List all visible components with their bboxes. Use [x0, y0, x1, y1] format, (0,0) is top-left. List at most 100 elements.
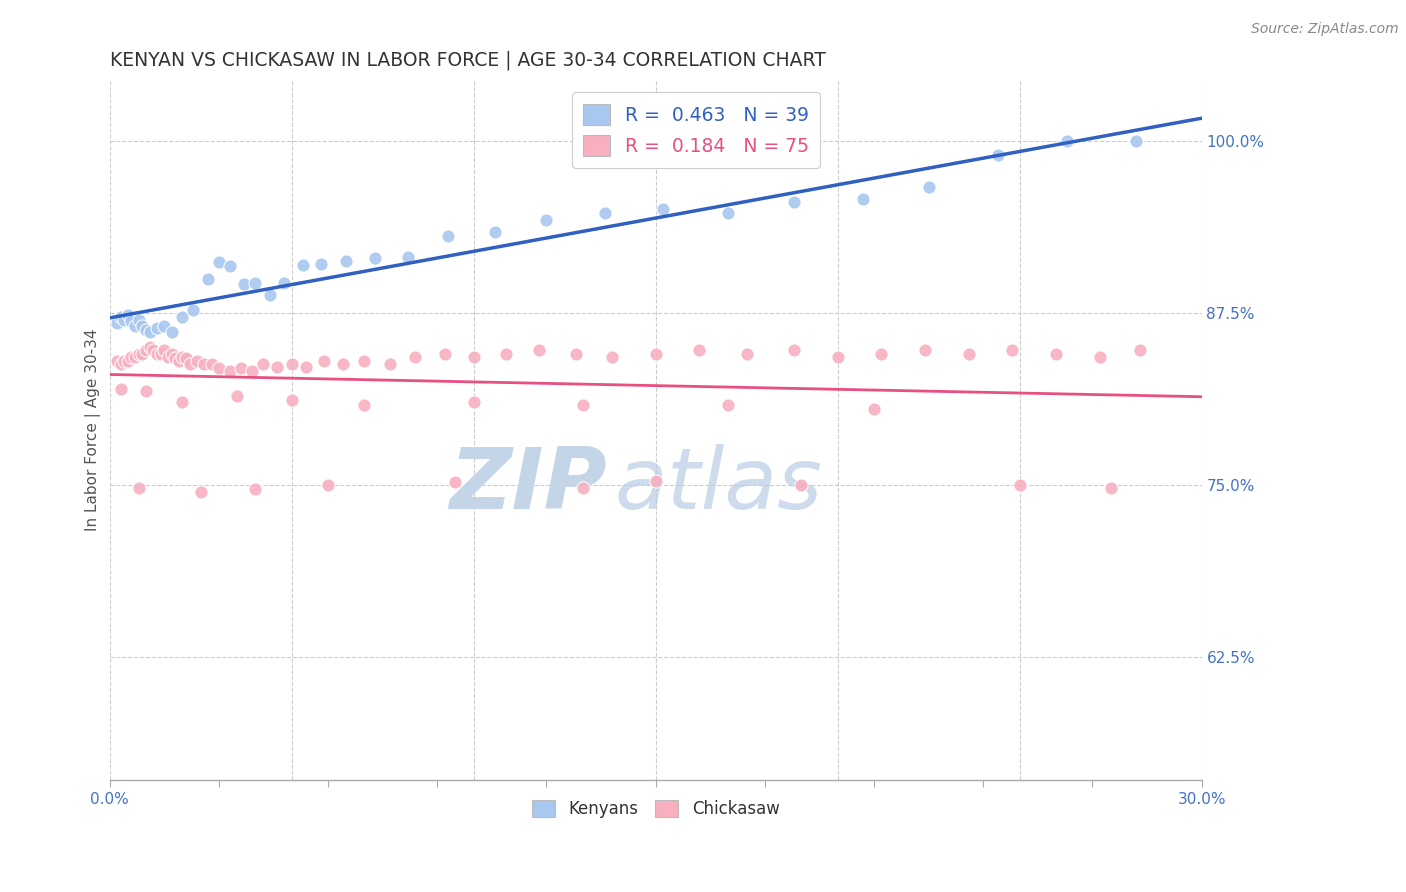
Point [138, 341, 160, 355]
Point [160, 347, 183, 361]
Text: atlas: atlas [614, 444, 823, 527]
Point [463, 350, 485, 364]
Point [208, 361, 231, 376]
Point [218, 260, 240, 274]
Point [183, 303, 205, 318]
Point [335, 254, 357, 268]
Point [353, 354, 375, 368]
Point [240, 364, 263, 378]
Point [112, 354, 135, 368]
Point [536, 212, 558, 227]
Point [280, 357, 302, 371]
Point [444, 475, 467, 490]
Point [149, 347, 172, 361]
Point [316, 478, 339, 492]
Point [110, 357, 132, 371]
Point [105, 316, 128, 330]
Point [110, 310, 132, 325]
Point [172, 350, 194, 364]
Point [172, 310, 194, 325]
Point [124, 350, 146, 364]
Point [186, 354, 208, 368]
Point [165, 351, 187, 366]
Point [273, 276, 295, 290]
Point [572, 481, 595, 495]
Point [593, 206, 616, 220]
Point [1088, 350, 1111, 364]
Point [463, 395, 485, 409]
Point [259, 288, 281, 302]
Point [146, 321, 169, 335]
Point [1008, 478, 1031, 492]
Point [314, 354, 336, 368]
Point [917, 179, 939, 194]
Point [437, 229, 460, 244]
Point [433, 347, 456, 361]
Point [229, 361, 252, 376]
Point [644, 347, 666, 361]
Point [353, 398, 375, 412]
Point [1125, 135, 1147, 149]
Point [404, 350, 426, 364]
Point [172, 395, 194, 409]
Point [564, 347, 586, 361]
Point [870, 347, 893, 361]
Point [124, 318, 146, 333]
Point [135, 384, 157, 399]
Point [156, 350, 179, 364]
Point [717, 206, 740, 220]
Point [131, 318, 153, 333]
Point [572, 398, 595, 412]
Point [717, 398, 740, 412]
Point [266, 359, 288, 374]
Point [117, 308, 139, 322]
Point [245, 276, 267, 290]
Point [291, 258, 314, 272]
Point [827, 350, 849, 364]
Point [110, 382, 132, 396]
Point [688, 343, 710, 358]
Point [1099, 481, 1122, 495]
Point [280, 392, 302, 407]
Point [128, 313, 150, 327]
Point [600, 350, 623, 364]
Point [914, 343, 936, 358]
Point [190, 484, 212, 499]
Point [146, 347, 169, 361]
Point [174, 351, 197, 366]
Point [200, 357, 222, 371]
Point [484, 225, 506, 239]
Point [226, 388, 249, 402]
Point [309, 257, 332, 271]
Point [153, 343, 176, 358]
Point [142, 343, 165, 358]
Y-axis label: In Labor Force | Age 30-34: In Labor Force | Age 30-34 [86, 328, 101, 531]
Point [957, 347, 980, 361]
Point [112, 313, 135, 327]
Point [364, 251, 387, 265]
Text: Source: ZipAtlas.com: Source: ZipAtlas.com [1251, 22, 1399, 37]
Point [128, 481, 150, 495]
Point [131, 347, 153, 361]
Point [121, 314, 143, 328]
Point [121, 350, 143, 364]
Point [233, 277, 256, 292]
Point [1045, 347, 1067, 361]
Text: ZIP: ZIP [449, 444, 606, 527]
Point [138, 326, 160, 340]
Point [852, 192, 875, 206]
Point [117, 354, 139, 368]
Point [644, 474, 666, 488]
Point [790, 478, 813, 492]
Point [1056, 135, 1078, 149]
Point [783, 194, 806, 209]
Point [735, 347, 758, 361]
Point [193, 357, 215, 371]
Point [1001, 343, 1024, 358]
Point [863, 402, 886, 417]
Point [105, 354, 128, 368]
Point [167, 354, 190, 368]
Point [153, 318, 176, 333]
Point [179, 357, 201, 371]
Point [527, 343, 550, 358]
